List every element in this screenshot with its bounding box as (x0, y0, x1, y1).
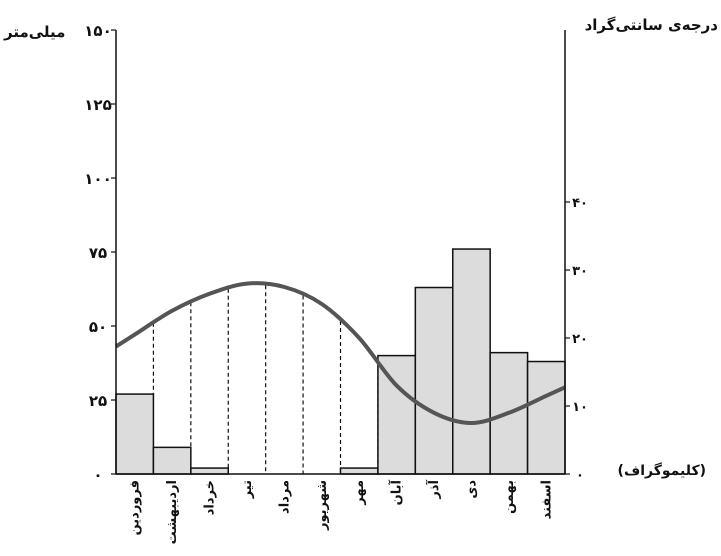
bar-9 (414, 286, 454, 475)
bar-12 (526, 360, 566, 475)
chart-title: (کلیموگراف) (618, 462, 706, 479)
x-tick-label-7: مهر (352, 480, 367, 506)
x-tick-label-1: فروردین (128, 480, 143, 535)
right-tick-label-10: ۱۰ (572, 400, 588, 415)
left-tick-label-150: ۱۵۰ (84, 22, 111, 40)
left-tick-label-50: ۵۰ (89, 318, 107, 336)
left-tick-label-125: ۱۲۵ (84, 96, 111, 114)
left-tick-label-0: ۰ (93, 466, 102, 484)
x-tick-label-4: تیر (240, 480, 255, 499)
bar-7 (339, 467, 379, 475)
right-tick-label-30: ۳۰ (572, 264, 588, 279)
x-tick-label-2: اردیبهشت (165, 480, 180, 544)
bar-8 (377, 354, 417, 475)
x-tick-label-8: آبان (388, 479, 405, 505)
x-tick-label-10: دی (464, 480, 479, 499)
right-axis-label: درجه‌ی سانتی‌گراد (585, 16, 719, 34)
left-tick-label-75: ۷۵ (89, 244, 107, 262)
bar-1 (115, 393, 155, 475)
right-tick-label-20: ۲۰ (572, 332, 588, 347)
temperature-line (114, 281, 566, 426)
left-axis-label: میلی‌متر (3, 23, 65, 41)
x-tick-label-11: بهمن (502, 480, 517, 514)
x-tick-label-9: آذر (425, 479, 442, 499)
x-tick-label-3: خرداد (203, 480, 218, 515)
x-tick-label-5: مرداد (277, 480, 292, 514)
bar-10 (452, 248, 491, 475)
right-tick-label-40: ۴۰ (572, 196, 588, 211)
bar-2 (152, 446, 192, 475)
bar-3 (190, 467, 229, 475)
left-tick-label-25: ۲۵ (89, 392, 107, 410)
x-tick-label-12: اسفند (539, 480, 554, 519)
right-tick-label-0: ۰ (576, 468, 584, 483)
left-tick-label-100: ۱۰۰ (84, 170, 111, 188)
x-tick-label-6: شهریور (315, 480, 330, 531)
